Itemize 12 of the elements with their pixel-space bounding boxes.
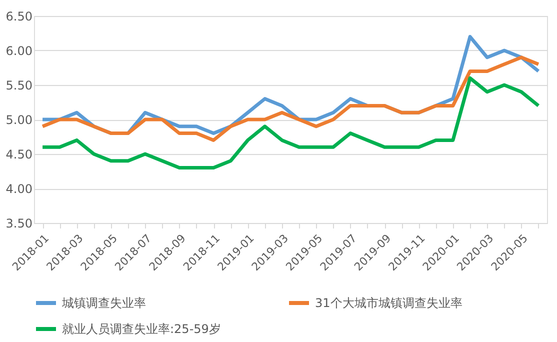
y-tick-label: 3.50 xyxy=(6,216,32,230)
line-series xyxy=(40,76,540,170)
legend-label: 31个大城市城镇调查失业率 xyxy=(315,296,462,310)
line-series xyxy=(40,56,540,142)
legend-label: 城镇调查失业率 xyxy=(61,296,146,310)
y-tick-label: 5.50 xyxy=(6,78,32,92)
y-tick-label: 6.50 xyxy=(6,10,32,24)
legend-label: 就业人员调查失业率:25-59岁 xyxy=(62,322,221,336)
y-tick-label: 4.00 xyxy=(6,182,32,196)
y-tick-label: 5.00 xyxy=(6,113,32,127)
y-tick-label: 6.00 xyxy=(6,44,32,58)
y-tick-label: 4.50 xyxy=(6,148,32,162)
